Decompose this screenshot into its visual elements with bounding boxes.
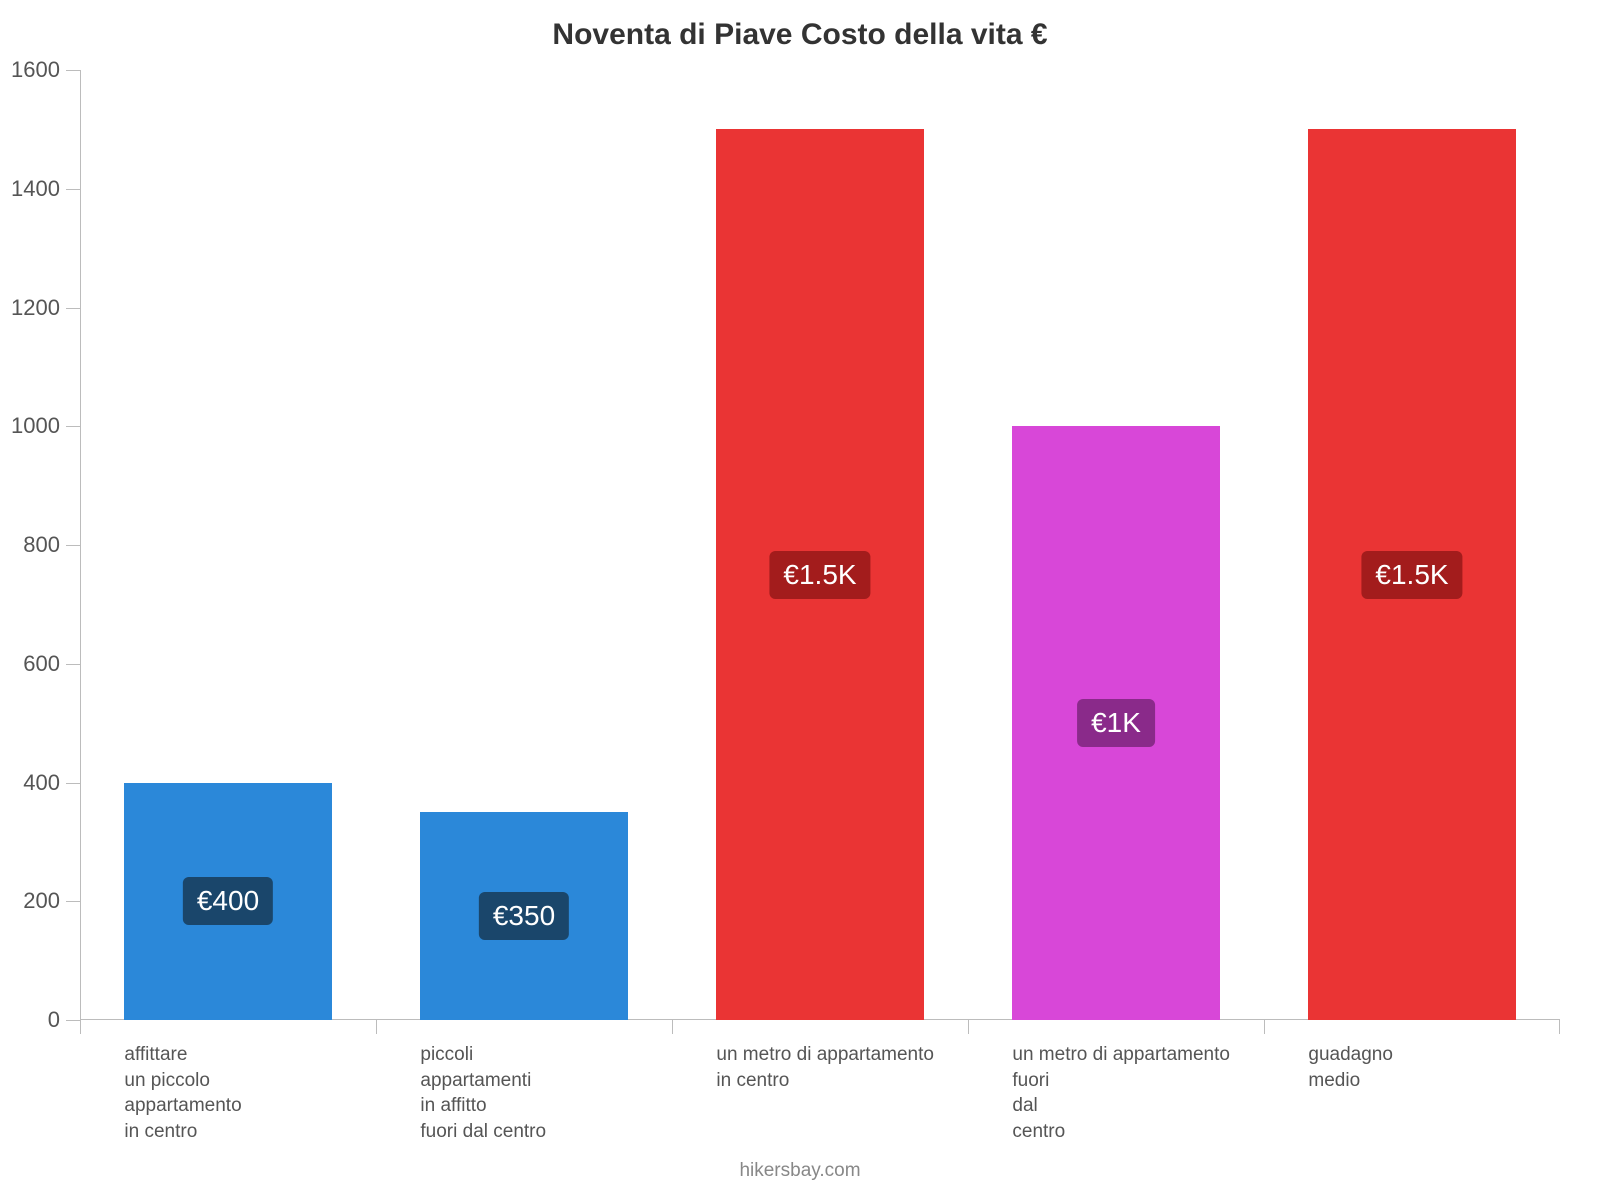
- bar-value-label: €1.5K: [769, 551, 870, 599]
- cost-of-living-chart: Noventa di Piave Costo della vita € 0200…: [0, 0, 1600, 1200]
- y-tick-label: 800: [23, 532, 80, 558]
- y-tick-label: 1200: [11, 295, 80, 321]
- y-tick-label: 1600: [11, 57, 80, 83]
- x-tick: [80, 1020, 81, 1034]
- x-tick: [1264, 1020, 1265, 1034]
- y-tick-label: 200: [23, 888, 80, 914]
- plot-area: 02004006008001000120014001600€400affitta…: [80, 70, 1560, 1020]
- category-label: affittare un piccolo appartamento in cen…: [124, 1042, 241, 1145]
- bar-value-label: €1.5K: [1361, 551, 1462, 599]
- chart-title: Noventa di Piave Costo della vita €: [0, 18, 1600, 52]
- footer-source: hikersbay.com: [0, 1160, 1600, 1182]
- bar-value-label: €350: [479, 892, 569, 940]
- x-tick: [376, 1020, 377, 1034]
- category-label: un metro di appartamento fuori dal centr…: [1012, 1042, 1230, 1145]
- y-tick-label: 1000: [11, 413, 80, 439]
- y-axis-line: [80, 70, 81, 1020]
- y-tick-label: 1400: [11, 176, 80, 202]
- y-tick-label: 0: [48, 1007, 80, 1033]
- y-tick-label: 600: [23, 651, 80, 677]
- x-tick: [672, 1020, 673, 1034]
- bar-value-label: €1K: [1077, 699, 1155, 747]
- y-tick-label: 400: [23, 770, 80, 796]
- x-tick: [968, 1020, 969, 1034]
- category-label: un metro di appartamento in centro: [716, 1042, 934, 1093]
- x-tick: [1559, 1020, 1560, 1034]
- bar-value-label: €400: [183, 877, 273, 925]
- category-label: guadagno medio: [1308, 1042, 1393, 1093]
- category-label: piccoli appartamenti in affitto fuori da…: [420, 1042, 546, 1145]
